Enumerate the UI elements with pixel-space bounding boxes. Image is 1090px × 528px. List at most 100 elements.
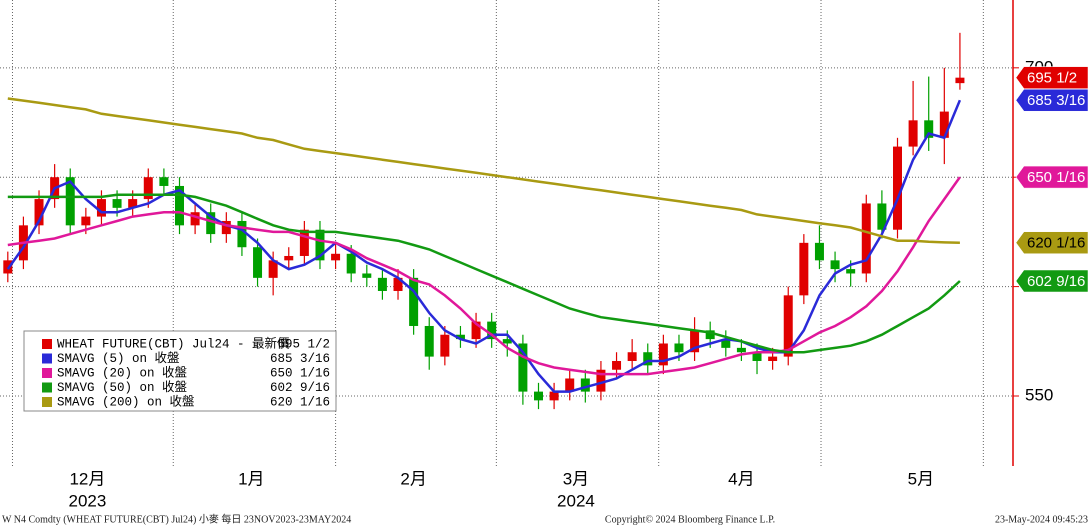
legend-swatch xyxy=(42,382,52,393)
year-label: 2023 xyxy=(68,491,106,510)
candle-body xyxy=(705,330,715,340)
legend-box xyxy=(23,330,337,412)
candle-body xyxy=(674,343,684,353)
candle-body xyxy=(3,260,13,274)
legend-label: SMAVG (5) on 收盤 xyxy=(57,351,180,366)
candle-body xyxy=(533,391,543,401)
candle-body xyxy=(284,255,294,261)
x-tick-label: 3月 xyxy=(563,469,589,488)
ma-tag-label: 685 3/16 xyxy=(1027,92,1085,109)
x-tick-label: 4月 xyxy=(728,469,754,488)
legend-swatch xyxy=(42,339,52,349)
candle-body xyxy=(159,177,169,186)
candle-body xyxy=(518,343,528,392)
candle-body xyxy=(565,378,575,392)
x-tick-label: 2月 xyxy=(400,469,426,488)
ma-tag-label: 650 1/16 xyxy=(1027,169,1085,186)
candle-body xyxy=(190,212,200,226)
candle-body xyxy=(377,277,387,291)
value-tag xyxy=(1015,88,1089,112)
legend-value: 602 9/16 xyxy=(270,381,330,395)
legend-value: 695 1/2 xyxy=(277,337,330,351)
candle-body xyxy=(237,220,247,248)
candle-body xyxy=(174,185,184,226)
candle-body xyxy=(612,360,622,370)
candle-body xyxy=(877,203,887,230)
candle-body xyxy=(768,356,778,361)
candle-body xyxy=(221,220,231,235)
x-tick-label: 5月 xyxy=(908,469,934,488)
candle-body xyxy=(549,391,559,401)
legend-swatch xyxy=(42,353,52,364)
legend-label: SMAVG (200) on 收盤 xyxy=(57,394,195,409)
candle-body xyxy=(658,343,668,366)
candle-body xyxy=(362,273,372,278)
ma-line xyxy=(7,97,960,244)
legend-swatch xyxy=(42,397,52,407)
candle-body xyxy=(471,321,481,340)
candle-body xyxy=(315,229,325,261)
candle-body xyxy=(783,295,793,357)
candle-body xyxy=(253,247,263,278)
candle-body xyxy=(331,253,341,261)
candle-body xyxy=(627,352,637,361)
candle-body xyxy=(690,330,700,353)
legend-value: 620 1/16 xyxy=(270,395,330,409)
footer-right: 23-May-2024 09:45:23 xyxy=(995,514,1088,525)
candle-body xyxy=(206,212,216,235)
legend-label: SMAVG (50) on 收盤 xyxy=(57,380,188,395)
price-tag-label: 695 1/2 xyxy=(1027,70,1077,87)
ma-line xyxy=(7,176,961,376)
candle-body xyxy=(955,77,965,84)
legend-value: 650 1/16 xyxy=(270,366,330,380)
candle-body xyxy=(908,120,918,147)
value-tag xyxy=(1015,66,1089,89)
candle-body xyxy=(846,269,856,274)
candle-body xyxy=(736,347,746,353)
candle-body xyxy=(34,199,44,226)
candle-body xyxy=(346,253,356,274)
candle-body xyxy=(580,378,590,392)
candle-body xyxy=(861,203,871,274)
value-tag xyxy=(1015,231,1089,254)
candle-body xyxy=(424,325,434,357)
candle-body xyxy=(112,199,122,208)
ma-tag-label: 602 9/16 xyxy=(1027,273,1085,290)
candle-body xyxy=(455,334,465,340)
candle-body xyxy=(268,260,278,278)
candle-body xyxy=(721,339,731,348)
y-tick-label: 550 xyxy=(1025,385,1053,404)
candle-body xyxy=(596,369,606,392)
ma-line xyxy=(7,193,961,354)
candle-body xyxy=(128,199,138,208)
candle-body xyxy=(96,199,106,217)
candle-body xyxy=(81,216,91,226)
x-tick-label: 12月 xyxy=(69,469,105,488)
value-tag xyxy=(1015,165,1089,189)
candle-body xyxy=(299,229,309,256)
candle-body xyxy=(643,352,653,366)
year-label: 2024 xyxy=(557,491,595,510)
ma-tag-label: 620 1/16 xyxy=(1027,235,1085,252)
candle-body xyxy=(65,177,75,226)
candle-body xyxy=(924,120,934,138)
candle-body xyxy=(487,321,497,340)
candle-body xyxy=(409,277,419,326)
legend-swatch xyxy=(42,368,52,378)
legend-label: SMAVG (20) on 收盤 xyxy=(57,365,188,380)
candle-body xyxy=(440,334,450,357)
candle-body xyxy=(814,242,824,261)
legend-label: WHEAT FUTURE(CBT) Jul24 - 最新價 xyxy=(57,335,290,351)
legend-value: 685 3/16 xyxy=(270,352,330,366)
candle-body xyxy=(939,111,949,138)
candle-body xyxy=(143,177,153,200)
x-tick-label: 1月 xyxy=(238,469,264,488)
footer-left: W N4 Comdty (WHEAT FUTURE(CBT) Jul24) 小麥… xyxy=(2,512,351,525)
footer-center: Copyright© 2024 Bloomberg Finance L.P. xyxy=(605,514,775,525)
candle-body xyxy=(502,339,512,344)
candle-body xyxy=(799,242,809,296)
value-tag xyxy=(1015,269,1089,293)
